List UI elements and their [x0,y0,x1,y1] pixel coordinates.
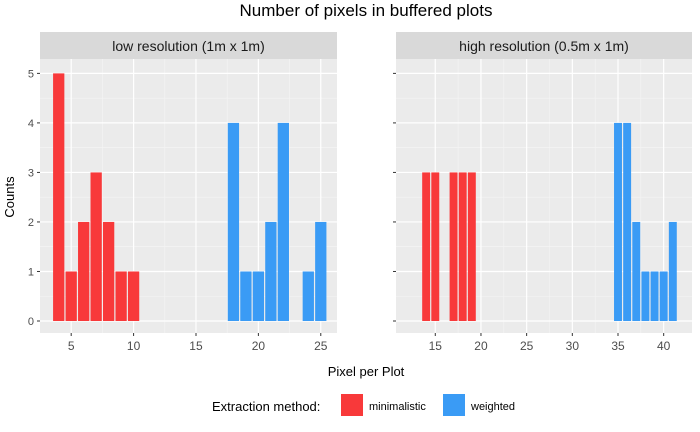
x-tick-label: 40 [657,339,671,353]
x-tick-label: 20 [474,339,488,353]
y-tick-label: 4 [28,118,34,130]
facet-panel-1: low resolution (1m x 1m) 0 1 2 3 4 5 5 10 15 20 25 [28,32,337,353]
bar-weighted [227,122,240,322]
bar-minimalistic [422,172,431,321]
x-tick-label: 20 [252,339,266,353]
chart-title: Number of pixels in buffered plots [240,1,493,20]
x-tick-label: 25 [520,339,534,353]
bar-minimalistic [467,172,476,321]
legend: Extraction method: minimalistic weighted [212,394,515,416]
legend-key-weighted [443,394,465,416]
y-axis-label: Counts [2,176,17,218]
bar-weighted [650,271,659,321]
bar-minimalistic [458,172,467,321]
facet-strip-label: high resolution (0.5m x 1m) [459,38,629,54]
y-tick-label: 1 [28,266,34,278]
bar-minimalistic [65,271,77,321]
bar-weighted [265,221,277,321]
x-tick-label: 15 [189,339,203,353]
bar-weighted [668,221,677,321]
x-tick-label: 5 [68,339,75,353]
bar-minimalistic [53,73,65,321]
x-tick-label: 35 [611,339,625,353]
bar-weighted [240,271,252,321]
facet-strip [396,32,692,59]
facet-panel-2: high resolution (0.5m x 1m) 15 20 25 30 35 40 [393,32,692,353]
legend-label-weighted: weighted [470,401,515,413]
facet-strip-label: low resolution (1m x 1m) [112,38,265,54]
x-tick-label: 30 [566,339,580,353]
bar-weighted [302,271,314,321]
bar-weighted [614,122,622,322]
bar-weighted [623,122,632,322]
legend-key-minimalistic [341,394,363,416]
x-tick-label: 10 [127,339,141,353]
y-tick-label: 5 [28,68,34,80]
bar-minimalistic [449,172,458,321]
legend-label-minimalistic: minimalistic [369,401,426,413]
bar-minimalistic [431,172,440,321]
bar-minimalistic [115,271,127,321]
bar-weighted [252,271,265,321]
legend-title: Extraction method: [212,399,320,414]
bar-weighted [641,271,650,321]
bar-minimalistic [78,221,90,321]
bar-minimalistic [102,221,115,321]
bar-minimalistic [90,172,102,321]
bar-weighted [659,271,668,321]
y-tick-label: 2 [28,217,34,229]
bar-minimalistic [127,271,140,321]
x-tick-label: 15 [429,339,443,353]
facet-strip [40,32,337,59]
bar-weighted [277,122,289,322]
x-axis-label: Pixel per Plot [328,364,405,379]
y-tick-label: 3 [28,167,34,179]
y-tick-label: 0 [28,316,34,328]
x-tick-label: 25 [314,339,328,353]
bar-weighted [632,221,641,321]
bar-weighted [315,221,327,321]
